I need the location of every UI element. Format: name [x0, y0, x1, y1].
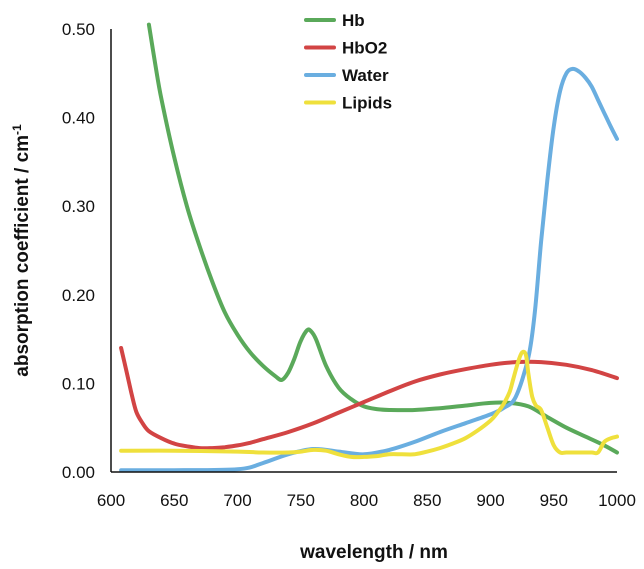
y-tick-label: 0.50 [62, 20, 95, 39]
legend-label-water: Water [342, 66, 389, 85]
x-tick-label: 1000 [598, 491, 636, 510]
x-tick-label: 800 [350, 491, 378, 510]
y-tick-label: 0.10 [62, 374, 95, 393]
y-tick-labels: 0.00 0.10 0.20 0.30 0.40 0.50 [62, 20, 95, 482]
y-tick-label: 0.00 [62, 463, 95, 482]
y-axis-title: absorption coefficient / cm-1 [10, 124, 33, 377]
legend-label-hb: Hb [342, 11, 365, 30]
y-tick-label: 0.40 [62, 109, 95, 128]
series-line-hb [146, 22, 619, 455]
series-line-lipids [119, 349, 619, 460]
legend-label-lipids: Lipids [342, 94, 392, 113]
legend: Hb HbO2 Water Lipids [304, 11, 392, 113]
x-tick-label: 650 [160, 491, 188, 510]
legend-label-hbo2: HbO2 [342, 39, 387, 58]
axes-layer [110, 29, 617, 473]
y-axis-title-main: absorption coefficient / cm [12, 135, 33, 377]
x-tick-label: 750 [287, 491, 315, 510]
y-tick-label: 0.30 [62, 197, 95, 216]
x-axis-title: wavelength / nm [299, 542, 448, 563]
y-axis-title-superscript: -1 [10, 124, 24, 135]
x-tick-label: 700 [223, 491, 251, 510]
y-tick-label: 0.20 [62, 286, 95, 305]
series-layer [119, 22, 619, 473]
x-tick-label: 900 [476, 491, 504, 510]
x-tick-label: 850 [413, 491, 441, 510]
x-tick-labels: 600 650 700 750 800 850 900 950 1000 [97, 491, 636, 510]
x-tick-label: 950 [540, 491, 568, 510]
series-line-hbo2 [119, 346, 619, 451]
x-tick-label: 600 [97, 491, 125, 510]
